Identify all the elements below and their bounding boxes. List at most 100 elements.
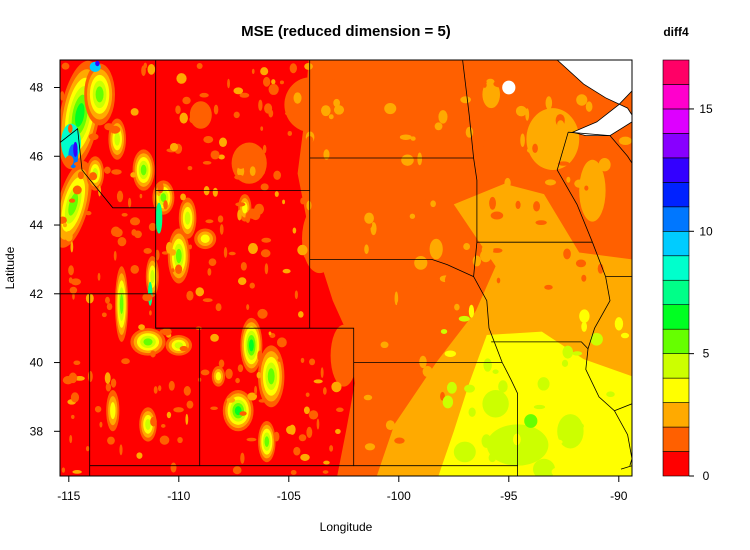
mountain-ridge [160, 193, 167, 202]
mountain-ridge [75, 103, 85, 127]
field-speckle [545, 96, 553, 110]
field-speckle [444, 188, 449, 199]
mountain-ridge [264, 436, 270, 447]
field-speckle [442, 395, 454, 409]
field-speckle [117, 237, 127, 247]
field-speckle [277, 357, 283, 362]
field-speckle [287, 130, 293, 136]
field-speckle [339, 272, 347, 283]
field-speckle [225, 368, 233, 379]
field-speckle [249, 282, 255, 289]
field-speckle [257, 350, 263, 362]
field-speckle [264, 263, 269, 275]
field-speckle [558, 448, 566, 454]
state-border [568, 131, 632, 164]
mountain-ridge [145, 418, 151, 430]
plot-area [60, 60, 632, 476]
field-speckle [196, 62, 203, 69]
field-speckle [545, 340, 555, 352]
field-speckle [515, 105, 527, 117]
colorbar-tick-label: 0 [703, 469, 710, 483]
field-speckle [247, 392, 258, 401]
field-speckle [309, 358, 316, 366]
x-tick-label: -105 [277, 489, 301, 503]
field-speckle [236, 157, 246, 169]
field-speckle [65, 231, 73, 242]
field-speckle [227, 78, 230, 89]
field-speckle [321, 105, 331, 117]
field-speckle [237, 364, 244, 373]
field-speckle [246, 437, 257, 442]
field-speckle [121, 358, 130, 365]
field-speckle [205, 219, 214, 224]
field-speckle [208, 258, 217, 266]
field-speckle [88, 133, 99, 141]
field-speckle [362, 70, 373, 84]
mountain-ridge [114, 132, 120, 146]
field-speckle [260, 183, 269, 191]
field-speckle [394, 291, 399, 306]
field-speckle [182, 96, 191, 105]
field-speckle [319, 171, 330, 176]
mountain-ridge [150, 270, 155, 284]
field-speckle [380, 341, 389, 349]
field-speckle [533, 201, 541, 212]
field-speckle [235, 202, 246, 207]
field-speckle [446, 381, 457, 394]
field-speckle [532, 143, 538, 154]
field-speckle [606, 391, 615, 398]
field-speckle [566, 176, 571, 183]
colorbar-swatch [662, 230, 690, 257]
field-speckle [187, 166, 193, 171]
field-speckle [130, 108, 139, 116]
field-speckle [574, 179, 585, 188]
field-speckle [492, 369, 499, 374]
field-speckle [60, 216, 67, 224]
field-speckle [85, 210, 92, 216]
colorbar-swatch [662, 59, 690, 85]
state-border [60, 128, 156, 209]
field-speckle [322, 387, 327, 395]
field-speckle [72, 470, 82, 474]
field-speckle [179, 112, 188, 124]
field-speckle [179, 345, 188, 352]
field-speckle [251, 68, 255, 75]
peak [73, 141, 78, 157]
field-speckle [581, 321, 587, 332]
field-speckle [138, 324, 145, 330]
field-speckle [407, 278, 418, 290]
field-speckle [526, 133, 540, 142]
state-border [462, 60, 474, 159]
field-speckle [491, 248, 503, 253]
field-speckle [279, 80, 284, 85]
field-speckle [309, 181, 313, 191]
field-speckle [258, 99, 263, 111]
field-speckle [316, 418, 320, 430]
field-speckle [453, 246, 461, 251]
field-speckle [163, 200, 168, 210]
colorbar-title: diff4 [663, 25, 689, 39]
mountain-ridge [267, 368, 275, 385]
field-speckle [106, 303, 113, 311]
field-speckle [183, 386, 191, 396]
state-border [473, 157, 478, 277]
field-speckle [468, 304, 475, 318]
field-speckle [563, 248, 571, 260]
field-speckle [490, 211, 504, 220]
x-tick-label: -115 [57, 489, 80, 503]
field-speckle [273, 431, 280, 442]
field-speckle [314, 80, 324, 92]
field-speckle [89, 172, 98, 181]
field-speckle [130, 264, 140, 274]
field-speckle [581, 274, 587, 282]
field-speckle [496, 277, 501, 284]
field-speckle [614, 317, 624, 331]
field-speckle [175, 264, 183, 274]
field-speckle [502, 257, 506, 266]
field-speckle [176, 73, 187, 84]
field-speckle [169, 142, 179, 152]
field-speckle [121, 212, 128, 217]
field-speckle [207, 268, 212, 276]
field-speckle [454, 303, 460, 311]
colorbar-swatch [662, 328, 690, 354]
